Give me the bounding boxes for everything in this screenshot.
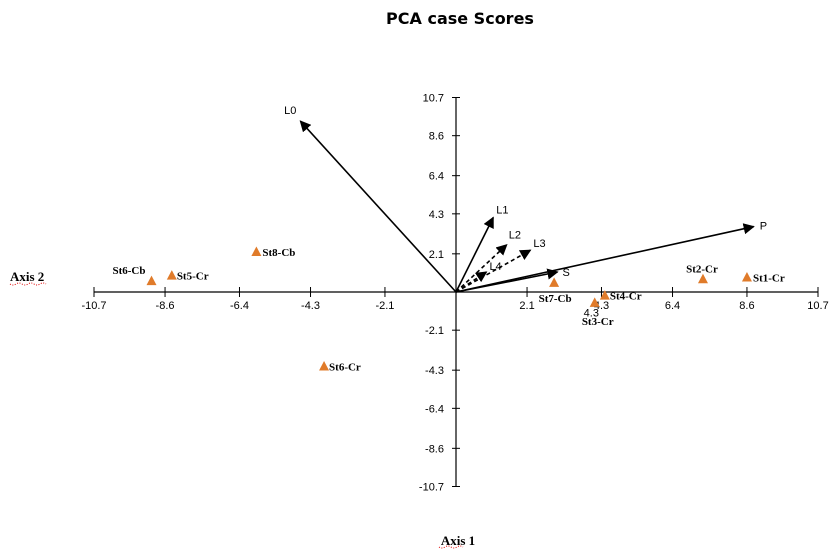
x-tick-label: 6.4: [665, 300, 680, 312]
y-tick-label: 4.3: [429, 209, 444, 221]
vector-l1: [455, 216, 494, 293]
y-tick-label: -4.3: [425, 365, 444, 377]
point-st5-cr: [166, 270, 177, 280]
y-tick-label: 2.1: [429, 249, 444, 261]
y-tick-label: 8.6: [429, 131, 444, 143]
point-st7-cb: [549, 277, 560, 287]
vector-l0: [299, 120, 457, 293]
point-st4-cr: [599, 290, 610, 300]
point-st6-cr: [319, 361, 330, 371]
vector-label-l1: L1: [496, 204, 508, 216]
y-tick-label: 6.4: [429, 171, 444, 183]
loading-vectors: L0 L1 L2 L3 L4 S P: [284, 105, 767, 293]
x-tick-label: 2.1: [519, 300, 534, 312]
vector-label-l3: L3: [533, 238, 545, 250]
x-tick-label: -8.6: [156, 300, 175, 312]
x-tick-label: 8.6: [739, 300, 754, 312]
vector-label-l0: L0: [284, 105, 296, 117]
y-axis-title: Axis 2: [10, 269, 44, 284]
x-tick-label: -6.4: [230, 300, 249, 312]
x-tick-label: -10.7: [81, 300, 106, 312]
chart-title: PCA case Scores: [386, 9, 534, 28]
y-tick-label: -10.7: [419, 482, 444, 494]
point-label-st5-cr: St5-Cr: [177, 271, 209, 283]
y-tick-label: -8.6: [425, 443, 444, 455]
x-axis-title: Axis 1: [441, 533, 475, 548]
y-tick-label: 10.7: [423, 93, 444, 105]
extra-label: 4.3: [584, 308, 599, 320]
point-label-st1-cr: St1-Cr: [753, 272, 785, 284]
point-label-st8-cb: St8-Cb: [262, 247, 295, 259]
vector-p: [455, 223, 755, 293]
x-tick-label: -4.3: [301, 300, 320, 312]
point-st3-cr: [589, 297, 600, 307]
vector-l3: [455, 249, 532, 293]
vector-label-p: P: [760, 221, 767, 233]
point-label-st2-cr: St2-Cr: [686, 263, 718, 275]
point-label-st6-cr: St6-Cr: [329, 362, 361, 374]
spellcheck-underline-axis1: [438, 545, 464, 549]
y-tick-label: -6.4: [425, 403, 444, 415]
point-st2-cr: [697, 273, 708, 284]
axes: -10.7 -8.6 -6.4 -4.3 -2.1 2.1 4.3 6.4 8.6 10.7 10.…: [81, 93, 828, 494]
x-tick-label: -2.1: [375, 300, 394, 312]
x-tick-label: 10.7: [807, 300, 828, 312]
point-st8-cb: [251, 246, 262, 257]
vector-l4: [455, 271, 488, 293]
point-st6-cb: [146, 275, 157, 286]
vector-label-l4: L4: [489, 261, 501, 273]
vector-label-s: S: [562, 267, 569, 279]
point-label-st7-cb: St7-Cb: [539, 293, 572, 305]
point-st1-cr: [741, 271, 752, 282]
case-points: St1-Cr St2-Cr St3-Cr St4-Cr St5-Cr St6-Cb St6-…: [112, 246, 785, 374]
y-tick-label: -2.1: [425, 325, 444, 337]
vector-label-l2: L2: [509, 230, 521, 242]
point-label-st6-cb: St6-Cb: [112, 265, 145, 277]
vector-l2: [455, 243, 508, 293]
point-label-st4-cr: St4-Cr: [610, 291, 642, 303]
point-label-st3-cr: St3-Cr: [582, 316, 614, 328]
